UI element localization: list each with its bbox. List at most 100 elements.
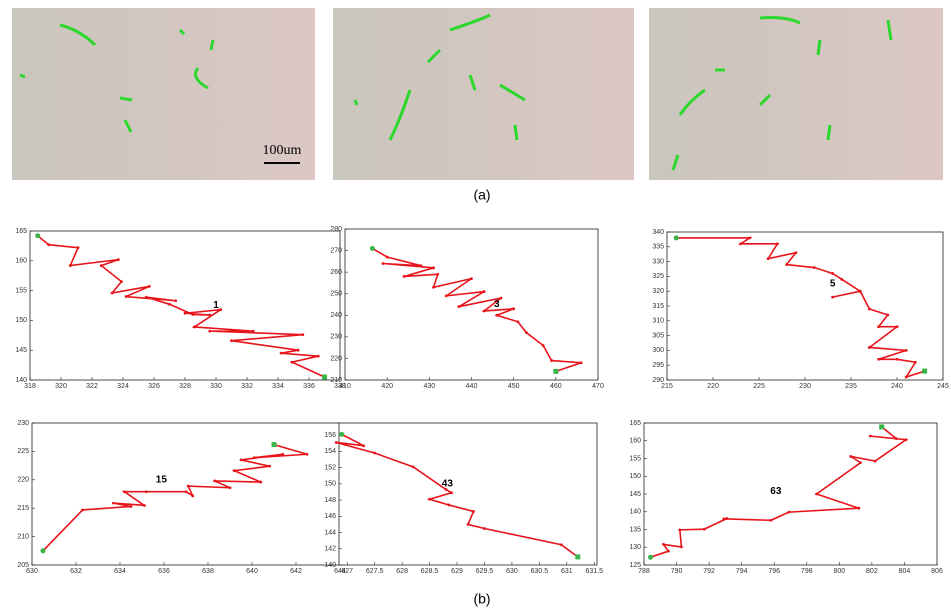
point [894,437,898,441]
point [877,357,880,361]
point [68,264,72,267]
x-tick-label: 792 [703,568,715,575]
x-tick-label: 630 [506,568,518,575]
point [722,517,726,521]
y-tick-label: 165 [15,228,27,235]
x-tick-label: 627 [341,568,353,575]
y-tick-label: 130 [629,544,641,551]
x-tick-label: 638 [202,568,214,575]
point [290,360,294,364]
point [904,375,908,379]
x-tick-label: 800 [833,568,845,575]
point [411,465,415,469]
x-tick-label: 440 [466,383,478,390]
y-tick-label: 155 [15,287,27,294]
y-tick-label: 156 [324,432,336,439]
y-tick-label: 225 [17,448,29,455]
point [812,266,816,269]
y-tick-label: 125 [629,562,641,569]
point [725,517,729,520]
y-tick-label: 295 [652,362,664,369]
x-tick-label: 410 [339,383,351,390]
point [868,307,871,311]
y-tick-label: 150 [15,317,27,324]
x-tick-label: 324 [117,383,129,390]
point [904,349,908,352]
track-label: 1 [213,300,219,311]
track-label: 5 [830,278,836,289]
point [334,441,338,444]
point [482,309,486,313]
x-tick-label: 798 [801,568,813,575]
point [219,308,223,312]
point [895,357,899,361]
y-tick-label: 210 [330,377,342,384]
point [859,461,862,465]
point [873,459,877,463]
plot-frame [338,422,598,566]
point [116,258,120,262]
point [776,242,779,246]
point [667,549,670,553]
y-tick-label: 280 [330,226,342,233]
point [482,290,486,293]
point [81,508,84,512]
point [296,348,300,352]
point [76,246,80,250]
point [251,329,255,333]
x-tick-label: 627.5 [366,568,384,575]
point [524,331,528,334]
point [785,263,788,266]
point [840,277,844,281]
y-tick-label: 145 [15,347,27,354]
y-tick-label: 215 [17,505,29,512]
point [112,501,115,505]
x-tick-label: 332 [241,383,253,390]
point [662,543,665,546]
point [110,291,114,295]
point [228,486,232,490]
y-tick-label: 260 [330,269,342,276]
point [208,313,212,317]
point [208,329,212,333]
x-tick-label: 326 [148,383,160,390]
point [362,444,366,448]
y-tick-label: 205 [17,562,29,569]
point [680,545,683,549]
point [192,325,196,329]
point [47,243,50,247]
point [914,360,917,364]
plot-frame [31,422,341,566]
point [191,494,195,498]
y-tick-label: 340 [652,229,664,236]
x-tick-label: 235 [845,383,857,390]
x-tick-label: 460 [550,383,562,390]
point [831,295,834,299]
point [419,264,423,268]
y-tick-label: 155 [629,455,641,462]
plot-frame [666,231,944,381]
point [787,510,791,514]
panel-label: (b) [473,591,490,607]
y-tick-label: 230 [330,334,342,341]
point [123,490,126,494]
end-marker [879,424,885,430]
x-tick-label: 320 [55,383,67,390]
y-tick-label: 220 [330,355,342,362]
point [301,333,305,337]
y-tick-label: 165 [629,420,641,427]
x-tick-label: 642 [290,568,302,575]
trajectory [336,433,579,558]
point [766,257,770,261]
point [858,289,862,293]
y-tick-label: 150 [324,481,336,488]
x-tick-label: 632 [70,568,82,575]
x-tick-label: 636 [158,568,170,575]
y-tick-label: 160 [15,258,27,265]
y-tick-label: 135 [629,526,641,533]
start-marker [673,235,679,241]
y-tick-label: 335 [652,244,664,251]
point [186,484,190,488]
scale-bar-label: 100um [263,143,302,158]
x-tick-label: 328 [179,383,191,390]
